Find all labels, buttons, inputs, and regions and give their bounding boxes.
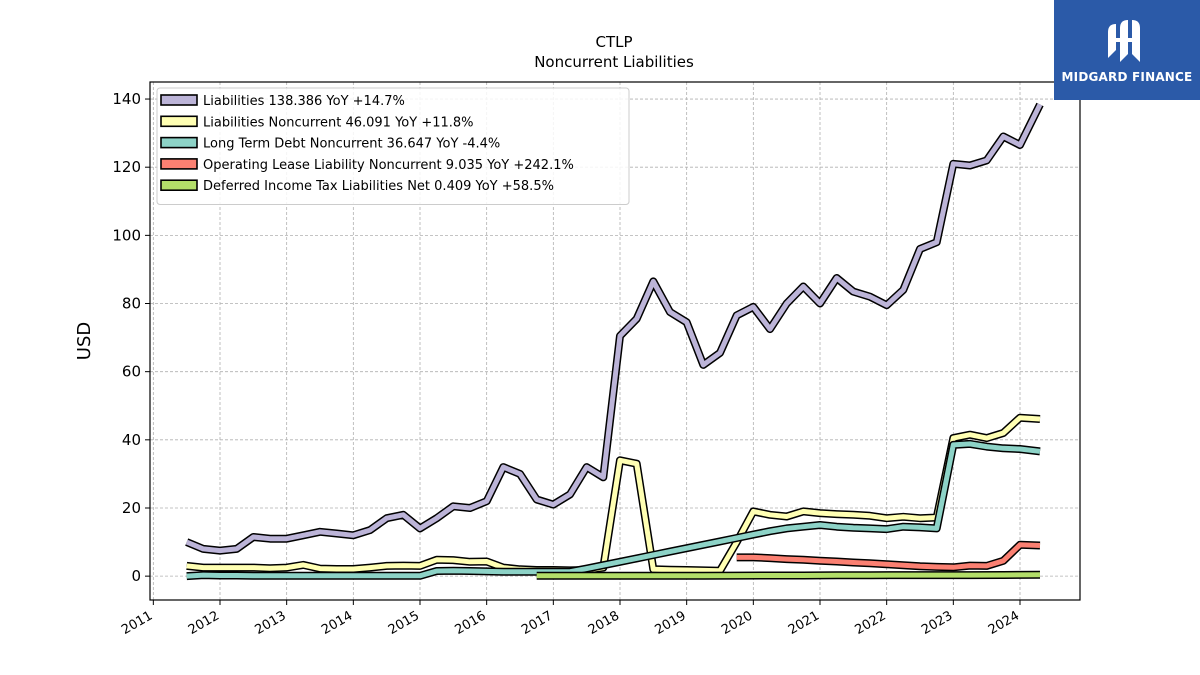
legend-label: Deferred Income Tax Liabilities Net 0.40… (203, 179, 554, 194)
legend-swatch (160, 158, 198, 170)
y-tick-label: 0 (131, 567, 141, 585)
chart-subtitle: Noncurrent Liabilities (534, 53, 694, 71)
legend-swatch (160, 115, 198, 128)
series-layer (185, 102, 1044, 581)
x-tick-label: 2012 (186, 608, 222, 638)
series-deferred-income-tax-liabilities-net (536, 570, 1041, 580)
y-tick-label: 100 (112, 226, 141, 244)
y-tick-label: 80 (122, 295, 141, 313)
y-axis: 0 20 40 60 80 100 120 140 (112, 90, 150, 585)
legend: Liabilities 138.386 YoY +14.7% Liabilitie… (156, 87, 630, 205)
series-line (185, 103, 1043, 554)
legend-swatch (160, 136, 198, 149)
logo-text: MIDGARD FINANCE (1061, 70, 1193, 84)
series-liabilities-noncurrent (186, 413, 1041, 575)
series-line (536, 572, 1041, 579)
x-tick-label: 2017 (519, 608, 555, 638)
series-long-term-debt-noncurrent (186, 439, 1041, 581)
x-tick-label: 2018 (586, 608, 622, 638)
x-axis: 2011 2012 2013 2014 2015 2016 2017 2018 2019 2020… (119, 600, 1022, 638)
x-tick-label: 2022 (853, 608, 889, 638)
x-tick-label: 2019 (653, 608, 689, 638)
y-tick-label: 20 (122, 499, 141, 517)
legend-label: Long Term Debt Noncurrent 36.647 YoY -4.… (203, 137, 500, 152)
x-tick-label: 2014 (319, 608, 355, 638)
x-tick-label: 2013 (253, 608, 289, 638)
x-tick-label: 2024 (986, 608, 1022, 638)
series-line (736, 542, 1041, 570)
logo-mark-icon (1108, 20, 1140, 62)
y-tick-label: 140 (112, 90, 141, 108)
x-tick-label: 2020 (719, 608, 755, 638)
series-line (186, 441, 1041, 579)
legend-label: Liabilities Noncurrent 46.091 YoY +11.8% (203, 115, 474, 130)
legend-swatch (160, 94, 198, 106)
x-tick-label: 2021 (786, 608, 822, 638)
series-operating-lease-liability-noncurrent (736, 540, 1041, 572)
x-tick-label: 2015 (386, 608, 422, 638)
x-tick-label: 2023 (919, 608, 955, 638)
series-line (186, 415, 1041, 574)
series-liabilities (185, 102, 1044, 555)
y-tick-label: 60 (122, 363, 141, 381)
y-axis-label: USD (74, 322, 95, 360)
plot-frame (149, 81, 1081, 601)
brand-logo: MIDGARD FINANCE (1054, 0, 1200, 100)
chart-title: CTLP (595, 33, 632, 51)
legend-label: Operating Lease Liability Noncurrent 9.0… (203, 158, 574, 173)
y-tick-label: 120 (112, 158, 141, 176)
legend-box (156, 87, 630, 205)
y-tick-label: 40 (122, 431, 141, 449)
x-tick-label: 2016 (453, 608, 489, 638)
legend-swatch (160, 179, 198, 191)
x-tick-label: 2011 (119, 608, 155, 638)
legend-label: Liabilities 138.386 YoY +14.7% (203, 94, 405, 109)
